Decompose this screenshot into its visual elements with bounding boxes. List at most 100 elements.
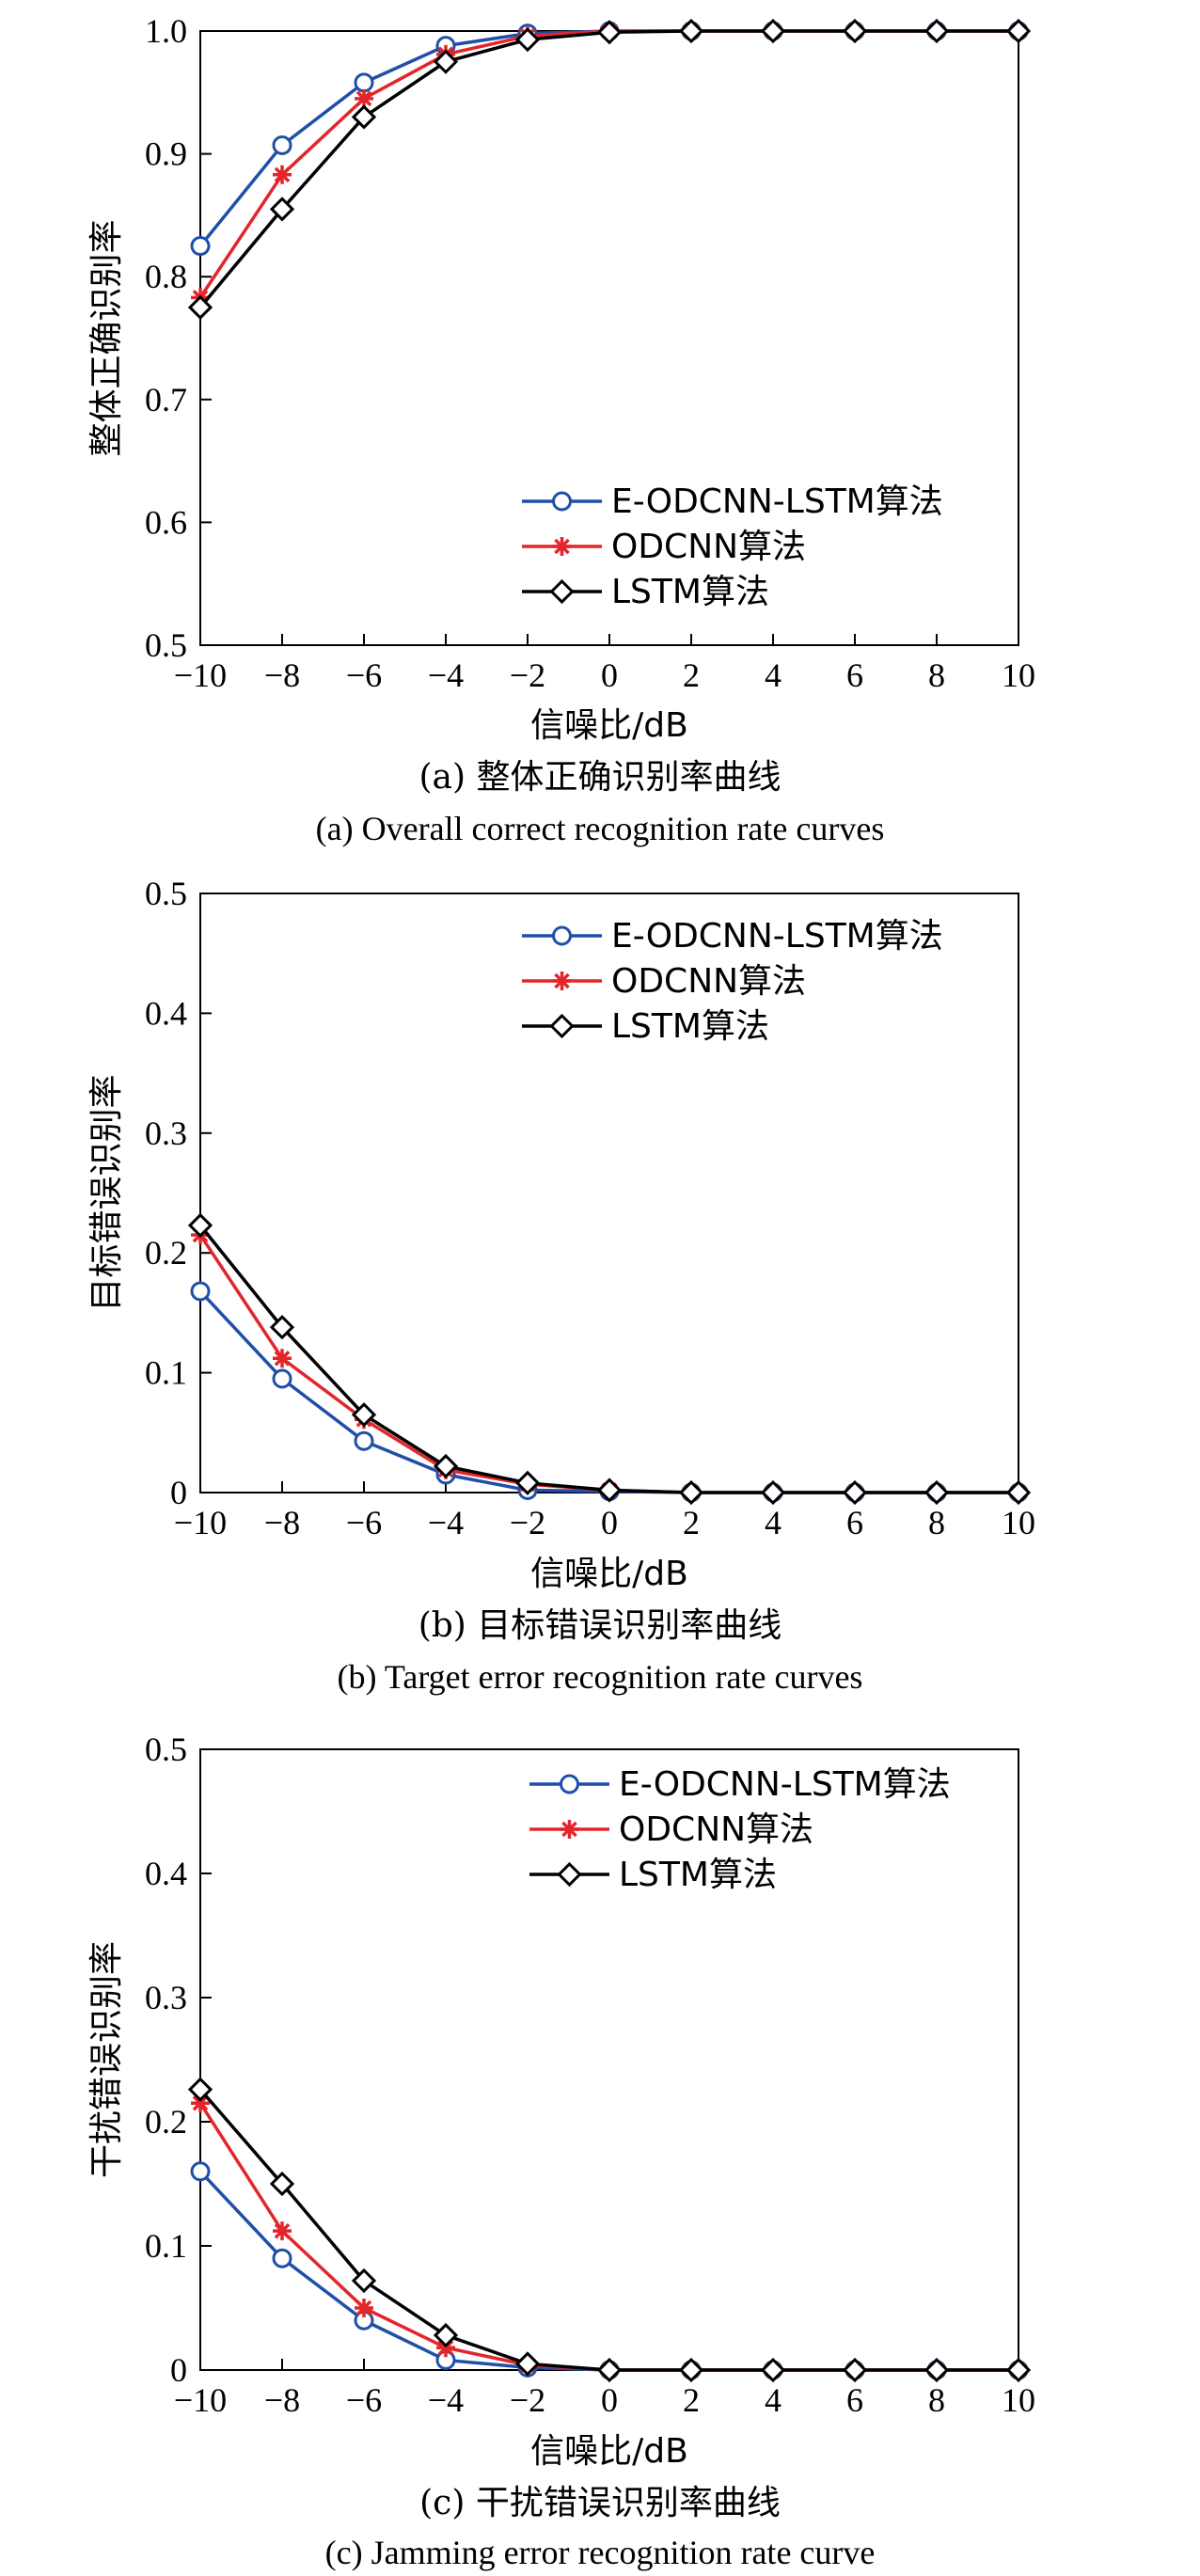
data-point: [190, 2161, 211, 2182]
data-point: [433, 49, 459, 74]
legend-marker: [549, 578, 575, 605]
legend-entry: LSTM算法: [619, 1856, 777, 1894]
data-point: [596, 2357, 623, 2383]
data-point: [760, 18, 786, 44]
series-line: [198, 29, 1018, 308]
x-tick-label: 0: [601, 2381, 618, 2419]
data-point: [924, 1479, 950, 1506]
data-point: [1005, 18, 1032, 44]
legend-marker: [549, 1013, 575, 1039]
data-point: [678, 2357, 704, 2383]
data-point: [269, 2171, 295, 2197]
data-point: [514, 1470, 541, 1495]
y-tick-label: 0.6: [145, 503, 187, 541]
legend-entry: ODCNN算法: [619, 1810, 813, 1849]
y-tick-label: 0: [170, 2351, 187, 2389]
data-point: [596, 20, 623, 45]
data-point: [924, 18, 950, 44]
data-point: [191, 2094, 210, 2113]
y-tick-label: 0.5: [145, 875, 187, 912]
x-tick-label: −8: [264, 2381, 300, 2419]
x-tick-label: −6: [346, 656, 382, 694]
series-line: [198, 2088, 1018, 2372]
legend-entry: E-ODCNN-LSTM算法: [619, 1765, 951, 1804]
data-point: [1005, 2357, 1032, 2383]
caption-en: (c) Jamming error recognition rate curve: [325, 2534, 876, 2571]
x-tick-label: 4: [765, 1504, 782, 1541]
data-point: [190, 236, 211, 257]
data-point: [272, 1368, 292, 1389]
x-tick-label: 2: [683, 2381, 700, 2419]
data-point: [760, 1479, 786, 1506]
legend-entry: E-ODCNN-LSTM算法: [611, 917, 943, 956]
x-tick-label: 0: [601, 656, 618, 694]
y-tick-label: 0.8: [145, 258, 187, 295]
chart-panel-1: 0 0.1 0.2 0.3 0.4 0.5 −10 −8 −6 −4 −2 0 2 4 6 8 10 信噪比/dB…: [87, 875, 1035, 1696]
data-point: [760, 2357, 786, 2383]
caption-cn: (a) 整体正确识别率曲线: [419, 758, 782, 797]
x-axis-label: 信噪比/dB: [530, 2432, 688, 2471]
data-point: [187, 2077, 213, 2102]
series-2: [187, 1212, 1032, 1506]
y-tick-label: 0.1: [145, 2227, 187, 2265]
data-point: [678, 1479, 704, 1506]
x-tick-label: 4: [765, 656, 782, 694]
data-point: [842, 1479, 868, 1506]
series-2: [187, 2077, 1032, 2383]
legend-marker: [552, 925, 572, 946]
data-point: [924, 2357, 950, 2383]
data-point: [272, 134, 292, 155]
legend-marker: [552, 972, 572, 990]
data-point: [678, 18, 704, 44]
legend: E-ODCNN-LSTM算法 ODCNN算法 LSTM算法: [522, 482, 943, 611]
x-tick-label: 6: [846, 656, 863, 694]
y-tick-label: 0.3: [145, 1114, 187, 1152]
y-tick-label: 0.9: [145, 135, 187, 173]
caption-en: (b) Target error recognition rate curves: [338, 1658, 863, 1696]
data-point: [273, 2221, 292, 2241]
data-point: [842, 18, 868, 44]
x-tick-label: 10: [1002, 1504, 1035, 1541]
series-0: [190, 1281, 1029, 1503]
caption-en: (a) Overall correct recognition rate cur…: [316, 810, 885, 847]
legend-marker: [560, 1820, 579, 1839]
data-point: [351, 2268, 377, 2294]
chart-panel-2: 0 0.1 0.2 0.3 0.4 0.5 −10 −8 −6 −4 −2 0 2 4 6 8 10 信噪比/dB…: [87, 1731, 1035, 2571]
series-2: [187, 18, 1032, 320]
series-line: [198, 1289, 1018, 1494]
x-tick-label: −8: [264, 656, 300, 694]
legend-entry: ODCNN算法: [611, 528, 806, 566]
x-tick-label: −6: [346, 1504, 382, 1541]
x-axis-label: 信噪比/dB: [530, 706, 688, 745]
series-1: [191, 2094, 1028, 2379]
data-point: [355, 88, 373, 108]
legend: E-ODCNN-LSTM算法 ODCNN算法 LSTM算法: [529, 1765, 951, 1894]
x-tick-label: −10: [174, 2381, 227, 2419]
legend-entry: LSTM算法: [611, 1007, 769, 1046]
legend-marker: [552, 537, 572, 556]
caption-cn: (c) 干扰错误识别率曲线: [419, 2484, 781, 2522]
series-line: [198, 1224, 1018, 1494]
data-point: [273, 1349, 292, 1368]
data-point: [842, 2357, 868, 2383]
y-tick-label: 0.3: [145, 1979, 187, 2016]
y-tick-label: 1.0: [145, 12, 187, 50]
y-tick-label: 0.4: [145, 994, 187, 1032]
y-tick-label: 0.2: [145, 2103, 187, 2141]
x-tick-label: −10: [174, 1504, 227, 1541]
x-tick-label: 8: [928, 2381, 945, 2419]
legend-marker: [560, 1774, 579, 1794]
data-point: [436, 2338, 455, 2358]
x-tick-label: −4: [428, 1504, 464, 1541]
y-tick-label: 0: [170, 1474, 187, 1511]
data-point: [269, 197, 295, 222]
series-line: [198, 1234, 1018, 1494]
x-tick-label: −4: [428, 2381, 464, 2419]
x-tick-label: 8: [928, 1504, 945, 1541]
data-point: [354, 72, 374, 93]
legend-marker: [557, 1861, 582, 1888]
data-point: [354, 1430, 374, 1451]
y-tick-label: 0.5: [145, 1731, 187, 1768]
x-tick-label: −2: [510, 1504, 545, 1541]
